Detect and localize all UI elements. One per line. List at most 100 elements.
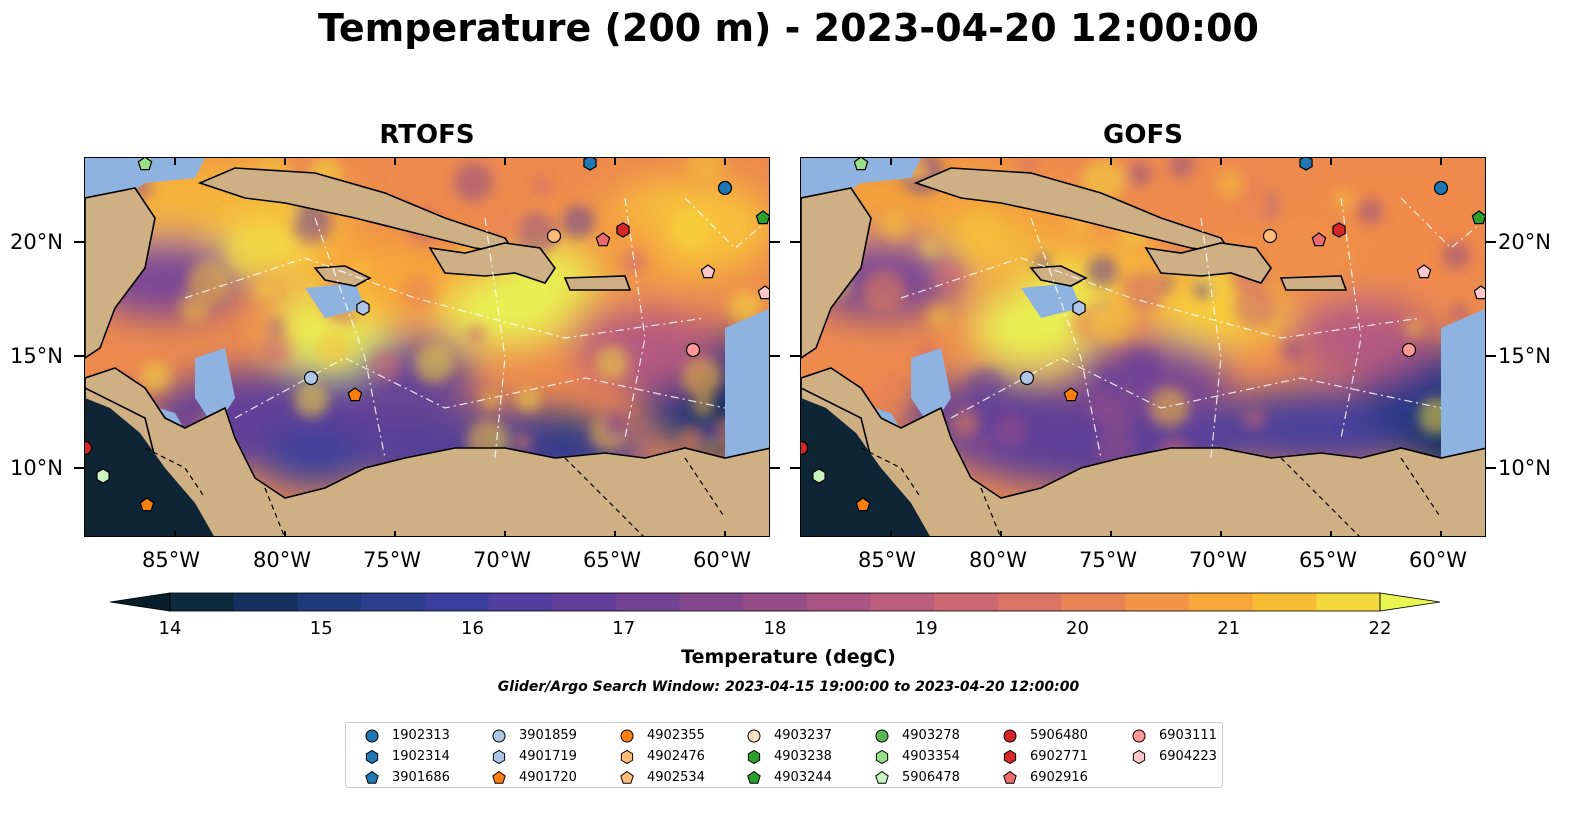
search-window-note: Glider/Argo Search Window: 2023-04-15 19… (497, 679, 1080, 695)
lat-tick-mark (770, 241, 780, 243)
colorbar-tick-label: 15 (309, 618, 333, 639)
lat-tick-mark (790, 241, 800, 243)
colorbar-tick-label: 22 (1368, 618, 1392, 639)
lon-tick-60w: 60°W (693, 548, 751, 572)
float-marker (855, 497, 871, 512)
gofs-map (800, 157, 1486, 537)
lat-tick-10n-right: 10°N (1498, 456, 1551, 480)
colorbar-label: Temperature (degC) (681, 646, 896, 668)
lon-tick-65w-2: 65°W (1299, 548, 1357, 572)
figure-title: Temperature (200 m) - 2023-04-20 12:00:0… (317, 6, 1259, 50)
float-marker (616, 222, 630, 238)
colorbar (110, 592, 1441, 612)
colorbar-segment (233, 593, 298, 611)
pentagon-marker-icon (747, 770, 761, 784)
float-marker (546, 228, 562, 244)
lat-tick-mark (1486, 241, 1496, 243)
float-marker (801, 440, 809, 456)
float-marker (757, 285, 769, 300)
float-marker (812, 468, 826, 484)
colorbar-segment (424, 593, 489, 611)
float-marker (685, 342, 701, 358)
colorbar-segment (361, 593, 426, 611)
float-marker (583, 158, 597, 171)
float-marker (1299, 158, 1313, 171)
float-marker (85, 440, 93, 456)
colorbar-segment (1061, 593, 1126, 611)
lat-tick-mark (770, 355, 780, 357)
lon-tick-75w: 75°W (363, 548, 421, 572)
colorbar-segment (1125, 593, 1190, 611)
colorbar-segment (1252, 593, 1317, 611)
colorbar-segment (170, 593, 235, 611)
float-marker (1262, 228, 1278, 244)
lat-tick-20n-left: 20°N (10, 230, 63, 254)
colorbar-segment (488, 593, 553, 611)
colorbar-tick-label: 14 (158, 618, 182, 639)
float-marker (755, 210, 769, 225)
colorbar-segment (934, 593, 999, 611)
float-marker (96, 468, 110, 484)
float-marker (700, 264, 716, 279)
lon-tick-65w: 65°W (583, 548, 641, 572)
float-marker (137, 158, 153, 171)
lat-tick-15n-left: 15°N (10, 344, 63, 368)
pentagon-marker-icon (620, 770, 634, 784)
float-marker (1072, 300, 1086, 316)
colorbar-segment (806, 593, 872, 611)
lon-tick-80w: 80°W (253, 548, 311, 572)
circle-marker-icon (1132, 729, 1146, 743)
hexagon-marker-icon (365, 749, 379, 765)
colorbar-extend-high (1379, 592, 1441, 612)
lat-tick-mark (74, 241, 84, 243)
lat-tick-mark (74, 355, 84, 357)
colorbar-tick-label: 17 (612, 618, 636, 639)
colorbar-tick-label: 16 (461, 618, 484, 639)
lat-tick-10n-left: 10°N (10, 456, 63, 480)
float-legend: 1902313 1902314 3901686 3901859 4901719 49017… (345, 722, 1223, 788)
lon-tick-85w-2: 85°W (858, 548, 916, 572)
panel-title-gofs: GOFS (1103, 120, 1183, 150)
circle-marker-icon (747, 729, 761, 743)
hexagon-marker-icon (620, 749, 634, 765)
hexagon-marker-icon (1003, 749, 1017, 765)
lon-tick-70w: 70°W (473, 548, 531, 572)
float-marker (139, 497, 155, 512)
pentagon-marker-icon (365, 770, 379, 784)
float-marker (1433, 180, 1449, 196)
colorbar-tick-label: 19 (914, 618, 938, 639)
lat-tick-mark (790, 355, 800, 357)
rtofs-map (84, 157, 770, 537)
lat-tick-20n-right: 20°N (1498, 230, 1551, 254)
lat-tick-mark (790, 467, 800, 469)
float-marker (356, 300, 370, 316)
panel-title-rtofs: RTOFS (379, 120, 475, 150)
hexagon-marker-icon (492, 749, 506, 765)
float-marker (1401, 342, 1417, 358)
pentagon-marker-icon (1003, 770, 1017, 784)
float-marker (347, 387, 363, 402)
colorbar-segment (870, 593, 935, 611)
pentagon-marker-icon (492, 770, 506, 784)
hexagon-marker-icon (875, 749, 889, 765)
circle-marker-icon (1003, 729, 1017, 743)
lon-tick-60w-2: 60°W (1409, 548, 1467, 572)
colorbar-segment (552, 593, 617, 611)
circle-marker-icon (620, 729, 634, 743)
colorbar-segment (1188, 593, 1254, 611)
float-marker (595, 232, 611, 247)
lat-tick-mark (1486, 355, 1496, 357)
lon-tick-85w: 85°W (142, 548, 200, 572)
circle-marker-icon (492, 729, 506, 743)
float-marker (1019, 370, 1035, 386)
lat-tick-15n-right: 15°N (1498, 344, 1551, 368)
float-marker (1332, 222, 1346, 238)
colorbar-extend-low (110, 592, 171, 612)
colorbar-segment (1316, 593, 1381, 611)
float-marker (1473, 285, 1485, 300)
colorbar-tick-label: 20 (1066, 618, 1089, 639)
float-marker (303, 370, 319, 386)
colorbar-tick-label: 21 (1217, 618, 1241, 639)
colorbar-tick-label: 18 (763, 618, 787, 639)
colorbar-segment (297, 593, 362, 611)
